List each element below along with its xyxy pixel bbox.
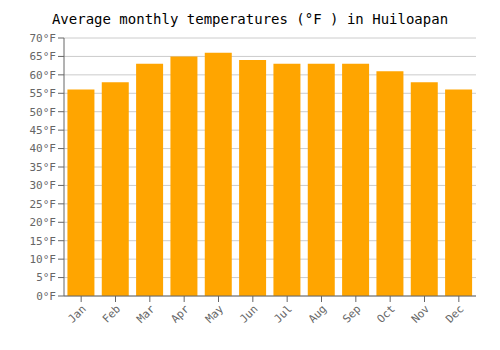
- svg-text:70°F: 70°F: [30, 32, 57, 45]
- svg-text:40°F: 40°F: [30, 142, 57, 155]
- svg-text:15°F: 15°F: [30, 235, 57, 248]
- svg-text:Aug: Aug: [306, 302, 329, 325]
- svg-text:0°F: 0°F: [36, 290, 56, 303]
- svg-text:10°F: 10°F: [30, 253, 57, 266]
- svg-text:65°F: 65°F: [30, 50, 57, 63]
- svg-text:50°F: 50°F: [30, 106, 57, 119]
- svg-text:Mar: Mar: [134, 302, 158, 326]
- svg-text:25°F: 25°F: [30, 198, 57, 211]
- svg-text:45°F: 45°F: [30, 124, 57, 137]
- svg-text:30°F: 30°F: [30, 179, 57, 192]
- svg-text:Oct: Oct: [375, 302, 398, 325]
- svg-text:35°F: 35°F: [30, 161, 57, 174]
- svg-text:60°F: 60°F: [30, 69, 57, 82]
- svg-text:20°F: 20°F: [30, 216, 57, 229]
- svg-text:Apr: Apr: [169, 302, 193, 326]
- svg-text:Jan: Jan: [66, 302, 89, 325]
- svg-text:May: May: [203, 302, 227, 326]
- svg-text:Sep: Sep: [340, 302, 363, 325]
- svg-text:55°F: 55°F: [30, 87, 57, 100]
- svg-text:Nov: Nov: [409, 302, 433, 326]
- svg-text:5°F: 5°F: [36, 271, 56, 284]
- html-text:Average monthly temperatures (: Average monthly temperatures (°F ) in Hu…: [51, 11, 449, 27]
- svg-text:Jun: Jun: [237, 302, 260, 325]
- svg-text:Jul: Jul: [272, 302, 295, 325]
- svg-text:Feb: Feb: [100, 302, 123, 325]
- svg-text:Dec: Dec: [443, 302, 466, 325]
